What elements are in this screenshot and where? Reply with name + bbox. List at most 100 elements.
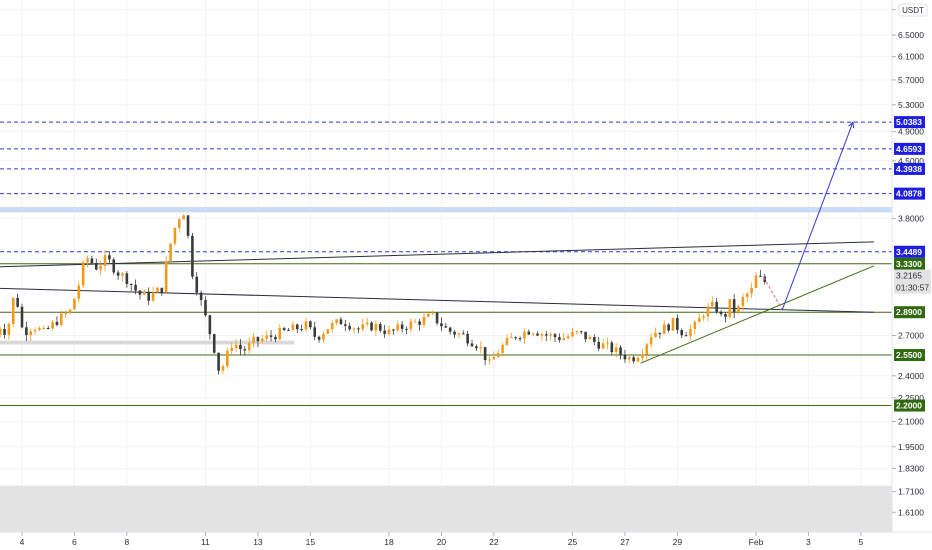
candle-down[interactable] xyxy=(470,343,474,347)
candle-down[interactable] xyxy=(444,326,448,328)
candle-up[interactable] xyxy=(326,329,330,334)
candle-up[interactable] xyxy=(38,328,41,330)
candle-down[interactable] xyxy=(46,328,50,330)
candle-up[interactable] xyxy=(177,219,181,228)
candle-down[interactable] xyxy=(715,301,718,312)
candle-down[interactable] xyxy=(518,338,522,340)
candle-up[interactable] xyxy=(365,322,369,325)
candle-up[interactable] xyxy=(422,316,426,325)
candle-up[interactable] xyxy=(654,332,657,338)
candle-down[interactable] xyxy=(116,272,120,276)
candle-up[interactable] xyxy=(427,313,430,317)
candle-down[interactable] xyxy=(287,329,290,331)
candle-down[interactable] xyxy=(418,321,421,325)
unit-label-box[interactable]: USDT xyxy=(898,3,928,17)
candle-up[interactable] xyxy=(169,243,172,262)
candle-up[interactable] xyxy=(322,333,325,340)
candle-up[interactable] xyxy=(457,333,461,335)
candle-down[interactable] xyxy=(195,276,199,293)
candle-down[interactable] xyxy=(658,332,662,334)
candle-up[interactable] xyxy=(247,342,251,351)
candle-down[interactable] xyxy=(25,327,28,336)
time-axis[interactable]: 4 6 8 11 13 15 18 20 22 25 27 29 Feb 3 5 xyxy=(0,531,932,547)
candle-down[interactable] xyxy=(108,255,111,260)
candle-up[interactable] xyxy=(409,321,413,330)
candle-down[interactable] xyxy=(313,327,317,337)
candle-up[interactable] xyxy=(689,328,692,336)
candle-down[interactable] xyxy=(448,327,452,332)
candle-up[interactable] xyxy=(575,331,579,333)
candle-up[interactable] xyxy=(540,334,544,336)
candle-down[interactable] xyxy=(680,329,684,336)
candle-down[interactable] xyxy=(527,331,531,335)
candle-up[interactable] xyxy=(33,329,37,332)
candle-up[interactable] xyxy=(0,328,2,335)
candle-down[interactable] xyxy=(553,334,557,338)
candle-up[interactable] xyxy=(164,261,168,293)
candle-down[interactable] xyxy=(204,300,207,316)
candle-down[interactable] xyxy=(186,215,190,236)
candle-up[interactable] xyxy=(562,338,566,340)
candle-up[interactable] xyxy=(335,319,338,324)
candle-down[interactable] xyxy=(405,328,408,330)
candle-up[interactable] xyxy=(260,338,264,342)
candle-down[interactable] xyxy=(309,321,312,328)
candle-down[interactable] xyxy=(282,327,286,330)
candle-up[interactable] xyxy=(496,352,500,358)
candle-up[interactable] xyxy=(68,309,72,314)
candle-down[interactable] xyxy=(619,347,622,355)
candle-up[interactable] xyxy=(304,321,308,330)
candle-down[interactable] xyxy=(160,287,164,293)
candle-down[interactable] xyxy=(317,336,321,340)
candle-up[interactable] xyxy=(549,334,552,336)
candle-up[interactable] xyxy=(702,316,705,318)
candle-up[interactable] xyxy=(693,321,697,329)
candle-up[interactable] xyxy=(143,291,146,295)
candle-down[interactable] xyxy=(138,290,142,295)
candle-up[interactable] xyxy=(121,273,124,276)
candle-down[interactable] xyxy=(461,333,465,335)
candle-up[interactable] xyxy=(151,292,155,301)
candle-up[interactable] xyxy=(488,359,491,361)
candle-up[interactable] xyxy=(173,227,177,244)
candle-down[interactable] xyxy=(759,275,762,277)
candle-down[interactable] xyxy=(483,347,487,361)
candle-down[interactable] xyxy=(348,325,351,330)
candle-down[interactable] xyxy=(243,349,247,351)
candle-down[interactable] xyxy=(579,331,583,333)
candle-up[interactable] xyxy=(571,332,574,337)
candle-down[interactable] xyxy=(112,259,116,273)
candle-down[interactable] xyxy=(191,235,194,277)
candle-up[interactable] xyxy=(523,331,526,339)
candle-up[interactable] xyxy=(645,344,649,355)
candle-down[interactable] xyxy=(125,273,129,284)
candle-up[interactable] xyxy=(291,324,295,331)
candle-down[interactable] xyxy=(370,322,373,331)
candle-up[interactable] xyxy=(234,344,238,348)
candle-up[interactable] xyxy=(103,255,107,266)
candle-up[interactable] xyxy=(156,287,159,293)
candle-down[interactable] xyxy=(440,323,443,327)
candle-down[interactable] xyxy=(256,336,260,342)
candle-up[interactable] xyxy=(531,333,535,335)
candles-layer[interactable] xyxy=(0,214,767,375)
candle-down[interactable] xyxy=(239,344,242,350)
candle-down[interactable] xyxy=(544,334,548,336)
candle-down[interactable] xyxy=(16,297,19,307)
candle-up[interactable] xyxy=(278,327,282,340)
candle-up[interactable] xyxy=(754,275,758,288)
candle-up[interactable] xyxy=(750,287,753,294)
candle-up[interactable] xyxy=(86,258,89,263)
candle-up[interactable] xyxy=(627,357,631,360)
candle-up[interactable] xyxy=(387,329,391,334)
candle-up[interactable] xyxy=(641,354,644,358)
candle-down[interactable] xyxy=(300,329,303,331)
candle-up[interactable] xyxy=(431,312,434,314)
candle-up[interactable] xyxy=(697,317,701,322)
candle-up[interactable] xyxy=(737,306,740,313)
candle-up[interactable] xyxy=(501,344,504,353)
candle-up[interactable] xyxy=(606,342,609,344)
candle-down[interactable] xyxy=(732,299,736,313)
candle-down[interactable] xyxy=(684,335,688,337)
candle-up[interactable] xyxy=(728,299,732,317)
